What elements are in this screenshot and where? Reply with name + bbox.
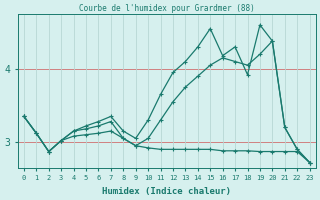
X-axis label: Humidex (Indice chaleur): Humidex (Indice chaleur) (102, 187, 231, 196)
Title: Courbe de l'humidex pour Grardmer (88): Courbe de l'humidex pour Grardmer (88) (79, 4, 255, 13)
